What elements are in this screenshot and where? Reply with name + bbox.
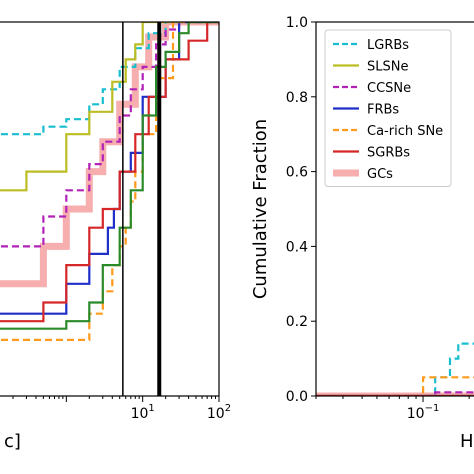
- y-tick-label: 1.0: [286, 15, 308, 31]
- legend-label-ccsne: CCSNe: [367, 81, 411, 96]
- series-frbs-line: [0, 22, 219, 315]
- right-panel: 10−1 0.0 0.2 0.4 0.6 0.8 1.0 Cumulative Fractio…: [250, 15, 474, 452]
- legend-label-lgrbs: LGRBs: [367, 38, 409, 53]
- series-ca-rich-sne-line: [0, 22, 219, 341]
- y-tick-label: 0.8: [286, 90, 308, 106]
- plot-area: [316, 342, 474, 396]
- plot-area: [0, 22, 219, 396]
- x-tick-exponent: −1: [425, 403, 440, 414]
- legend-box: [324, 29, 452, 187]
- series-ccsne-line: [0, 22, 219, 248]
- series-sgrbs-line: [0, 22, 219, 323]
- legend-label-gcs: GCs: [367, 167, 393, 182]
- legend-label-slsne: SLSNe: [367, 60, 408, 75]
- y-tick-label: 0.6: [286, 165, 308, 181]
- left-panel: 101 102 c]: [0, 21, 231, 452]
- y-tick-label: 0.2: [286, 314, 308, 330]
- series-slsne-line: [0, 22, 219, 192]
- x-tick-label: 101: [131, 403, 155, 422]
- x-tick-label: 102: [207, 403, 231, 422]
- y-tick-label: 0.4: [286, 239, 308, 255]
- legend-label-ca-rich-sne: Ca-rich SNe: [367, 124, 443, 139]
- x-axis-label: H: [460, 431, 474, 452]
- x-tick-label: 10−1: [407, 403, 440, 422]
- y-tick-label: 0.0: [286, 389, 308, 405]
- series-lgrbs-line: [316, 342, 474, 396]
- axes-frame: [0, 21, 220, 397]
- series-green-line: [0, 22, 219, 330]
- legend-label-sgrbs: SGRBs: [367, 146, 410, 161]
- x-tick-exponent: 1: [148, 403, 154, 414]
- x-axis-label: c]: [4, 431, 21, 452]
- series-ca-rich-sne-line: [316, 376, 474, 396]
- axes-frame: [315, 21, 474, 397]
- legend-label-frbs: FRBs: [367, 103, 399, 118]
- series-ccsne-line: [316, 391, 474, 396]
- y-axis-label: Cumulative Fraction: [250, 119, 271, 299]
- x-tick-exponent: 2: [225, 403, 231, 414]
- series-gcs-line: [0, 22, 219, 288]
- series-lgrbs-line: [0, 22, 219, 136]
